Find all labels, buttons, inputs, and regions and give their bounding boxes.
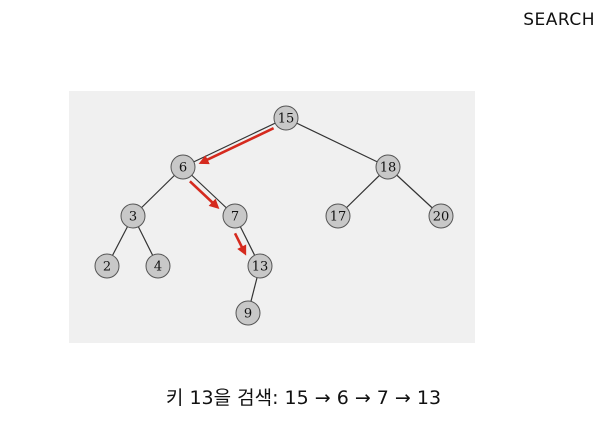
tree-node-9: 9 — [235, 300, 261, 326]
page-heading: SEARCH — [523, 10, 595, 30]
node-label: 15 — [278, 112, 295, 127]
search-path-arrows — [189, 127, 275, 256]
tree-node-3: 3 — [120, 203, 146, 229]
search-caption: 키 13을 검색: 15 → 6 → 7 → 13 — [165, 387, 442, 409]
tree-node-20: 20 — [428, 203, 454, 229]
search-arrow — [189, 180, 220, 210]
node-circle — [170, 154, 196, 180]
node-label: 4 — [154, 260, 162, 275]
node-circle — [94, 253, 120, 279]
tree-node-7: 7 — [222, 203, 248, 229]
node-label: 20 — [433, 210, 450, 225]
search-arrow — [198, 127, 275, 165]
node-circle — [325, 203, 351, 229]
tree-node-2: 2 — [94, 253, 120, 279]
node-label: 18 — [380, 161, 397, 176]
node-circle — [235, 300, 261, 326]
node-circle — [247, 253, 273, 279]
node-circle — [428, 203, 454, 229]
node-circle — [375, 154, 401, 180]
node-label: 6 — [179, 161, 187, 176]
tree-nodes: 15 6 18 3 7 17 20 2 4 13 9 — [94, 105, 454, 326]
node-circle — [222, 203, 248, 229]
tree-edges — [106, 117, 442, 314]
tree-node-15: 15 — [273, 105, 299, 131]
tree-node-17: 17 — [325, 203, 351, 229]
tree-node-6: 6 — [170, 154, 196, 180]
node-label: 7 — [231, 210, 239, 225]
node-label: 17 — [330, 210, 347, 225]
tree-node-13: 13 — [247, 253, 273, 279]
tree-node-18: 18 — [375, 154, 401, 180]
node-label: 13 — [252, 260, 269, 275]
tree-node-4: 4 — [145, 253, 171, 279]
node-circle — [273, 105, 299, 131]
node-label: 3 — [129, 210, 137, 225]
tree-edge — [285, 117, 389, 168]
node-circle — [145, 253, 171, 279]
node-circle — [120, 203, 146, 229]
search-arrow — [233, 232, 247, 256]
tree-edge — [182, 117, 287, 168]
node-label: 2 — [103, 260, 111, 275]
node-label: 9 — [244, 307, 252, 322]
